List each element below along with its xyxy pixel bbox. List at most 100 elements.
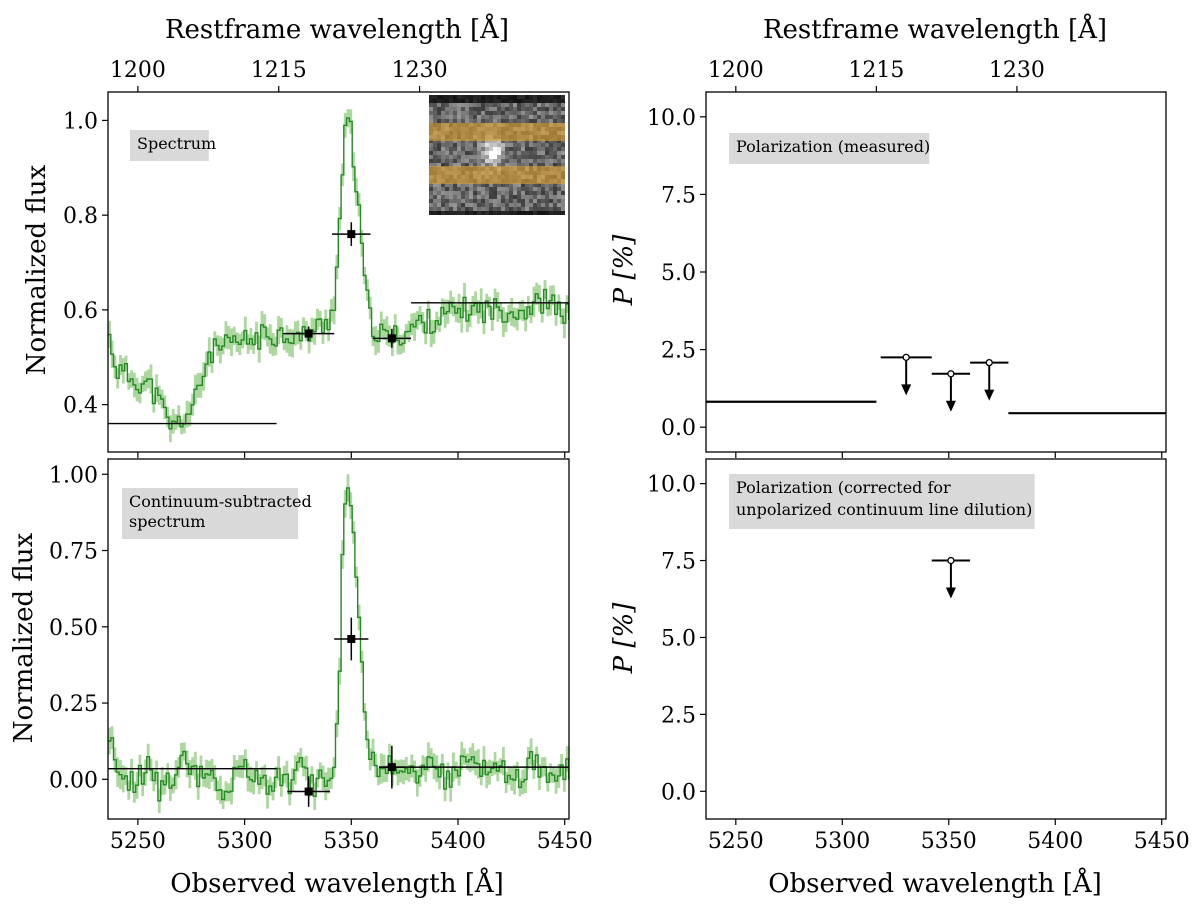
inset-pixel (529, 163, 533, 167)
inset-pixel (533, 187, 537, 191)
inset-pixel (457, 95, 461, 99)
inset-band-upper (429, 123, 565, 141)
inset-pixel (461, 151, 465, 155)
inset-pixel (505, 95, 509, 99)
inset-pixel (501, 115, 505, 119)
inset-pixel (429, 111, 433, 115)
inset-pixel (461, 99, 465, 103)
inset-pixel (553, 159, 557, 163)
inset-pixel (449, 99, 453, 103)
inset-pixel (481, 191, 485, 195)
inset-pixel (485, 211, 489, 215)
inset-band-lower (429, 166, 565, 184)
inset-pixel (493, 107, 497, 111)
inset-pixel (557, 207, 561, 211)
inset-pixel (505, 203, 509, 207)
inset-pixel (505, 211, 509, 215)
inset-pixel (545, 199, 549, 203)
inset-pixel (449, 183, 453, 187)
inset-pixel (465, 147, 469, 151)
inset-pixel (517, 195, 521, 199)
inset-pixel (533, 211, 537, 215)
inset-pixel (501, 151, 505, 155)
inset-pixel (497, 155, 501, 159)
inset-pixel (473, 187, 477, 191)
inset-pixel (429, 95, 433, 99)
inset-pixel (545, 191, 549, 195)
panel-frame (107, 458, 570, 820)
inset-pixel (549, 115, 553, 119)
inset-pixel (453, 151, 457, 155)
inset-pixel (493, 163, 497, 167)
inset-pixel (473, 151, 477, 155)
inset-pixel (433, 207, 437, 211)
inset-pixel (549, 183, 553, 187)
inset-pixel (525, 191, 529, 195)
inset-pixel (441, 155, 445, 159)
inset-pixel (521, 99, 525, 103)
inset-pixel (529, 151, 533, 155)
inset-pixel (429, 191, 433, 195)
inset-pixel (485, 115, 489, 119)
spectrum-error-band (108, 109, 569, 443)
inset-pixel (481, 147, 485, 151)
inset-pixel (561, 107, 565, 111)
inset-pixel (541, 143, 545, 147)
inset-pixel (529, 103, 533, 107)
inset-pixel (449, 115, 453, 119)
inset-pixel (481, 155, 485, 159)
annotation-text: Continuum-subtracted (129, 492, 312, 511)
inset-pixel (521, 155, 525, 159)
inset-pixel (449, 195, 453, 199)
inset-pixel (541, 111, 545, 115)
inset-pixel (545, 211, 549, 215)
inset-pixel (453, 163, 457, 167)
inset-pixel (549, 99, 553, 103)
inset-pixel (461, 191, 465, 195)
inset-pixel (441, 143, 445, 147)
inset-pixel (561, 207, 565, 211)
inset-pixel (465, 195, 469, 199)
inset-pixel (529, 203, 533, 207)
inset-pixel (477, 187, 481, 191)
inset-pixel (485, 207, 489, 211)
inset-pixel (461, 103, 465, 107)
inset-pixel (541, 159, 545, 163)
inset-pixel (557, 107, 561, 111)
inset-pixel (533, 199, 537, 203)
annotation-text: Polarization (corrected for (736, 478, 951, 497)
inset-pixel (485, 95, 489, 99)
inset-pixel (493, 187, 497, 191)
inset-pixel (457, 187, 461, 191)
inset-pixel (445, 151, 449, 155)
inset-pixel (445, 159, 449, 163)
inset-pixel (457, 203, 461, 207)
inset-pixel (457, 195, 461, 199)
inset-pixel (497, 183, 501, 187)
inset-pixel (497, 199, 501, 203)
inset-pixel (457, 163, 461, 167)
inset-pixel (465, 203, 469, 207)
inset-pixel (449, 207, 453, 211)
inset-pixel (533, 95, 537, 99)
inset-pixel (517, 203, 521, 207)
inset-pixel (445, 195, 449, 199)
inset-pixel (537, 95, 541, 99)
inset-pixel (473, 147, 477, 151)
inset-pixel (485, 183, 489, 187)
inset-pixel (545, 151, 549, 155)
inset-pixel (509, 183, 513, 187)
inset-pixel (509, 103, 513, 107)
inset-pixel (437, 207, 441, 211)
inset-pixel (525, 207, 529, 211)
inset-pixel (517, 211, 521, 215)
inset-pixel (477, 199, 481, 203)
inset-pixel (533, 155, 537, 159)
ytick-label: 0.4 (63, 394, 98, 419)
inset-pixel (485, 159, 489, 163)
inset-pixel (465, 111, 469, 115)
inset-pixel (481, 151, 485, 155)
inset-pixel (461, 107, 465, 111)
inset-pixel (441, 183, 445, 187)
